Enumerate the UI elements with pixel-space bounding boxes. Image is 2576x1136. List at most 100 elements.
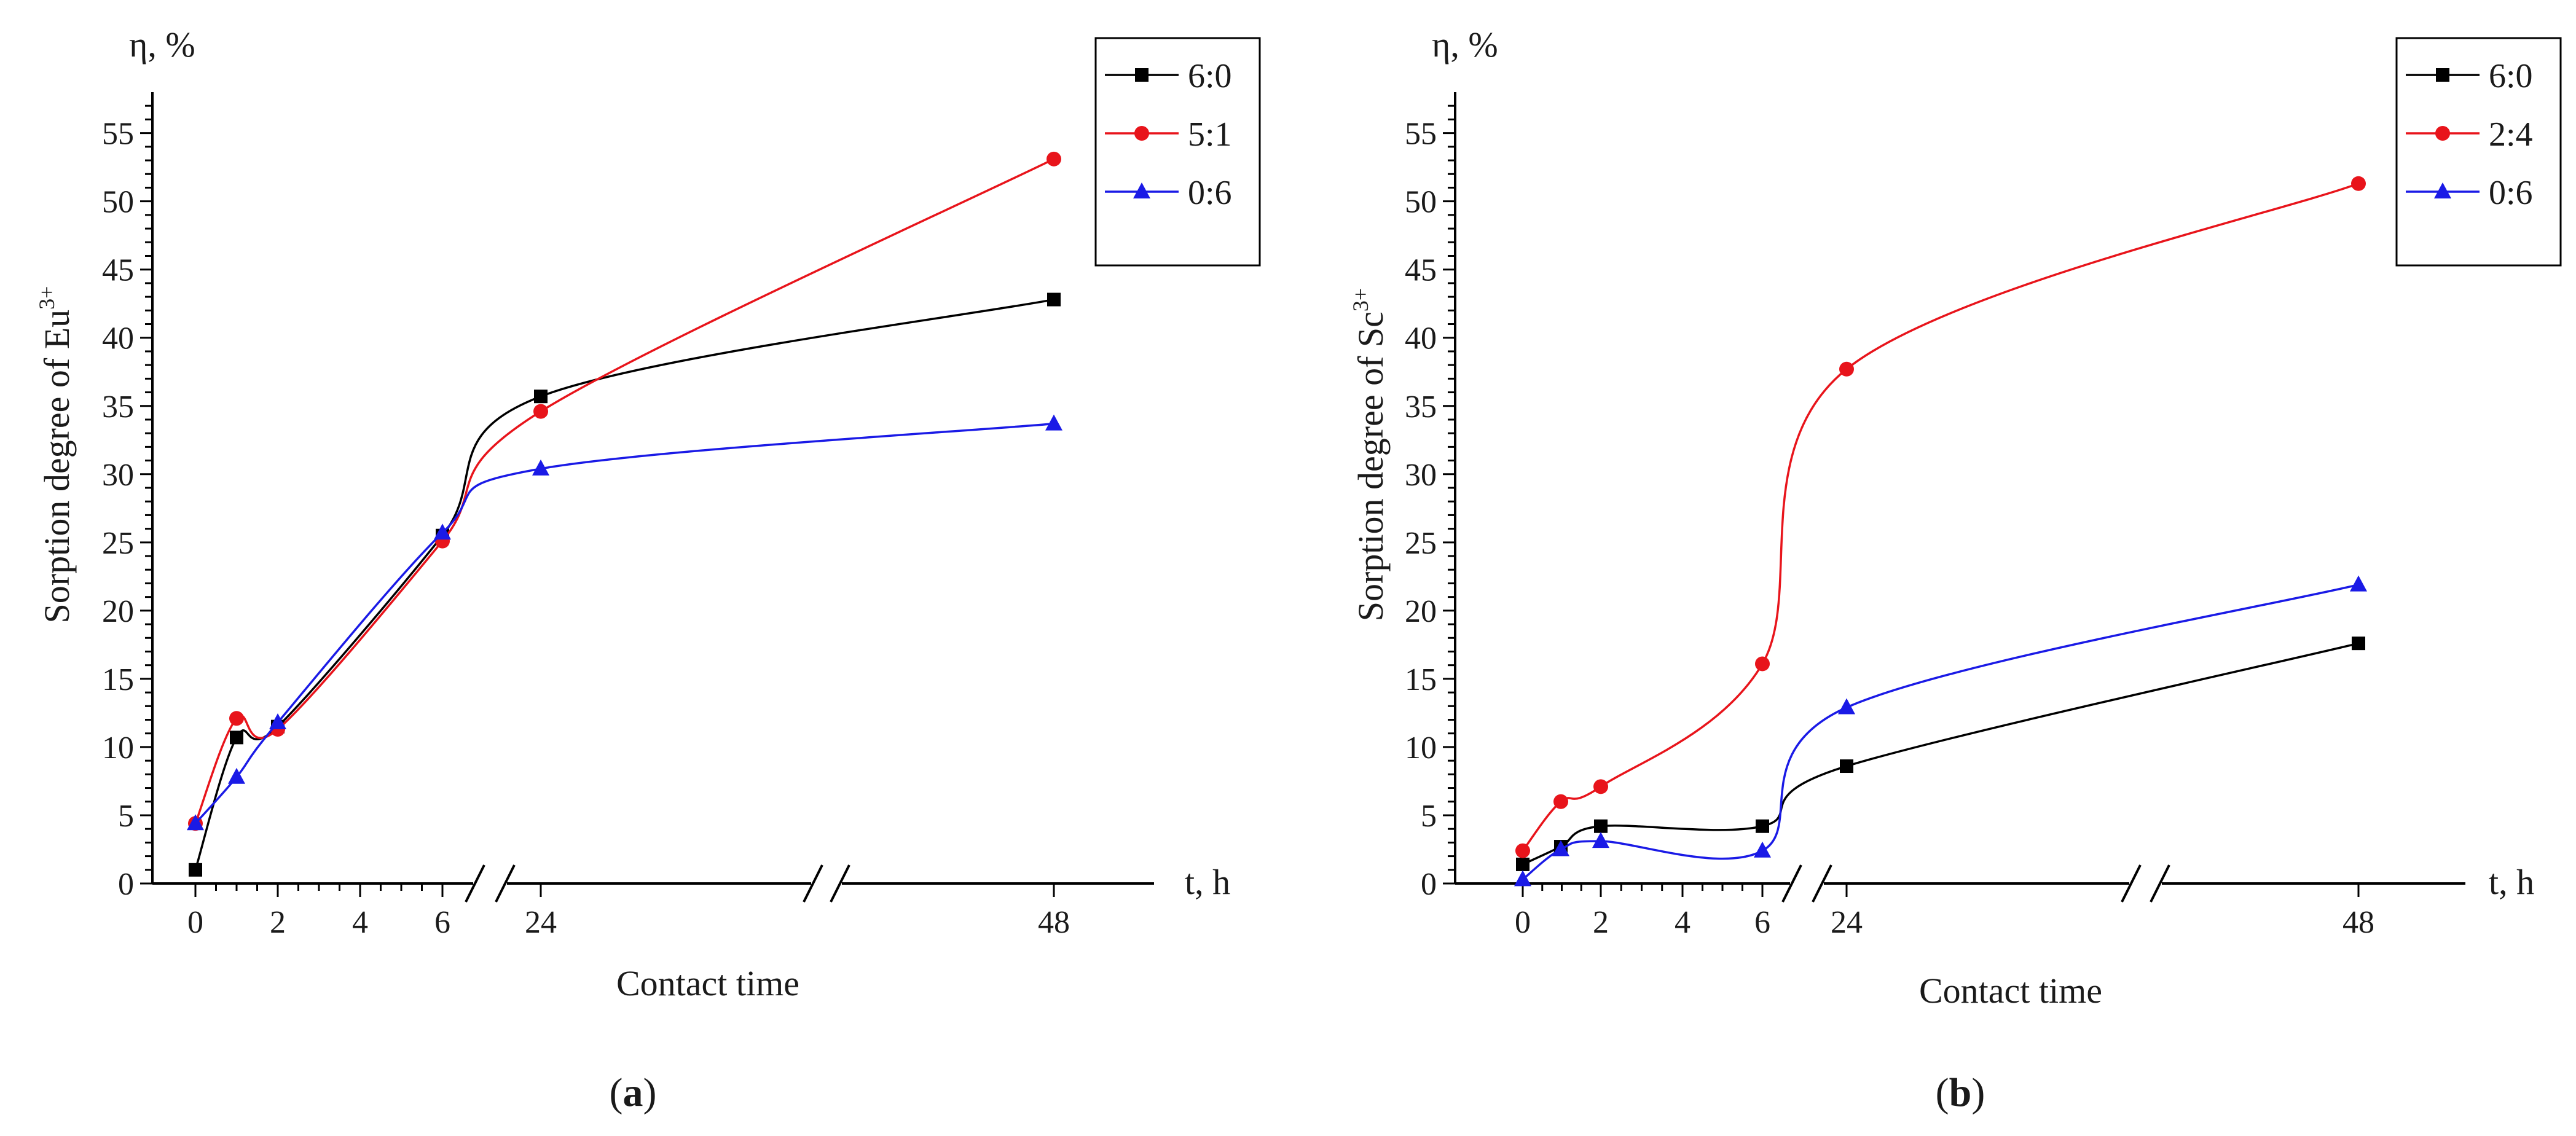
data-point-circle [1755, 656, 1770, 672]
y-axis-label: Sorption degree of Sc3+ [1348, 288, 1391, 621]
legend-label: 6:0 [1188, 57, 1232, 95]
legend-label: 0:6 [1188, 174, 1232, 212]
y-tick-label: 15 [1405, 662, 1437, 697]
series-line [1522, 642, 2359, 866]
x-axis-label: Contact time [616, 963, 799, 1003]
data-point-triangle [1552, 840, 1569, 856]
panel-letter: a [623, 1070, 643, 1115]
legend-marker [1133, 182, 1150, 198]
series-line [194, 298, 1054, 871]
y-tick-label: 30 [102, 458, 134, 493]
data-point-square [1047, 292, 1061, 307]
series-line [1522, 182, 2359, 852]
data-point-square [534, 390, 548, 404]
y-tick-label: 45 [1405, 253, 1437, 288]
y-tick-label: 10 [1405, 731, 1437, 766]
axis-break-mark [1781, 864, 1802, 903]
data-point-circle [2351, 176, 2366, 191]
axis-break-mark [465, 864, 485, 903]
chart-panel-a: η, % Sorption degree of Eu3+ t, h Contac… [34, 25, 1261, 1115]
x-tick-label: 24 [1831, 905, 1863, 940]
y-tick-label: 50 [1405, 185, 1437, 220]
y-tick-label: 0 [118, 867, 134, 902]
legend: 6:0 5:1 0:6 [1094, 37, 1261, 267]
data-point-circle [1839, 361, 1854, 377]
axis-break-mark [495, 864, 516, 903]
chart-panel-b: η, % Sorption degree of Sc3+ t, h Contac… [1348, 25, 2562, 1115]
legend-label: 5:1 [1188, 116, 1232, 154]
data-point-square [2352, 637, 2365, 651]
data-point-triangle [1592, 832, 1609, 848]
data-point-triangle [269, 713, 286, 729]
data-point-square [1756, 819, 1769, 833]
x-tick-label: 0 [1515, 905, 1531, 940]
series-0-6 [1514, 575, 2367, 887]
data-point-square [189, 863, 202, 877]
axis-break-mark [803, 864, 823, 903]
legend-box [2395, 37, 2562, 267]
axis-break-mark [1812, 864, 1832, 903]
data-point-circle [533, 404, 548, 419]
x-tick-label: 6 [1754, 905, 1770, 940]
y-tick-label: 25 [1405, 526, 1437, 561]
x-unit-label: t, h [2489, 862, 2534, 902]
data-point-square [1516, 857, 1530, 871]
y-tick-label: 35 [1405, 390, 1437, 425]
y-unit-label: η, % [129, 25, 195, 65]
y-tick-label: 55 [102, 117, 134, 152]
legend: 6:0 2:4 0:6 [2395, 37, 2562, 267]
legend-label: 6:0 [2489, 57, 2533, 95]
data-point-circle [1046, 151, 1061, 166]
panel-label: (b) [1936, 1070, 1985, 1115]
series-6-0 [189, 292, 1061, 877]
y-tick-label: 40 [1405, 321, 1437, 356]
data-point-circle [229, 711, 244, 726]
x-tick-label: 24 [525, 905, 557, 940]
x-tick-label: 2 [1593, 905, 1609, 940]
x-tick-label: 2 [270, 905, 286, 940]
x-tick-label: 4 [1675, 905, 1690, 940]
data-point-square [1594, 819, 1608, 833]
y-unit-label: η, % [1432, 25, 1498, 65]
x-tick-label: 48 [2342, 905, 2374, 940]
y-axis-label-superscript: 3+ [1348, 288, 1373, 311]
data-point-triangle [228, 767, 245, 784]
data-point-circle [1515, 843, 1530, 858]
series-2-4 [1515, 176, 2366, 858]
y-tick-label: 30 [1405, 458, 1437, 493]
axis-break-mark [2150, 864, 2170, 903]
panel-letter: b [1949, 1070, 1972, 1115]
legend-marker [1134, 126, 1149, 141]
y-tick-label: 50 [102, 185, 134, 220]
y-tick-label: 20 [1405, 594, 1437, 629]
y-axis-label-main: Sorption degree of Sc [1351, 311, 1391, 621]
x-tick-label: 4 [352, 905, 368, 940]
data-point-triangle [2350, 575, 2367, 592]
legend-marker [1135, 68, 1149, 82]
panel-label: (a) [610, 1070, 657, 1115]
series-0-6 [187, 414, 1062, 831]
legend-marker [2435, 126, 2450, 141]
y-tick-label: 5 [1421, 799, 1437, 834]
y-tick-label: 0 [1421, 867, 1437, 902]
y-tick-label: 5 [118, 799, 134, 834]
data-point-triangle [1514, 870, 1531, 887]
x-axis-label: Contact time [1919, 971, 2102, 1011]
y-tick-label: 35 [102, 390, 134, 425]
data-point-triangle [434, 523, 451, 540]
series-6-0 [1516, 637, 2365, 871]
series-line [194, 422, 1054, 825]
y-axis-label: Sorption degree of Eu3+ [34, 286, 77, 624]
legend-box [1094, 37, 1261, 267]
y-tick-label: 55 [1405, 117, 1437, 152]
x-unit-label: t, h [1185, 862, 1230, 902]
data-point-triangle [1838, 698, 1855, 715]
legend-marker [2434, 182, 2451, 198]
data-point-triangle [532, 459, 549, 476]
data-point-square [1840, 759, 1853, 774]
series-line [194, 158, 1054, 824]
data-point-square [230, 731, 243, 745]
